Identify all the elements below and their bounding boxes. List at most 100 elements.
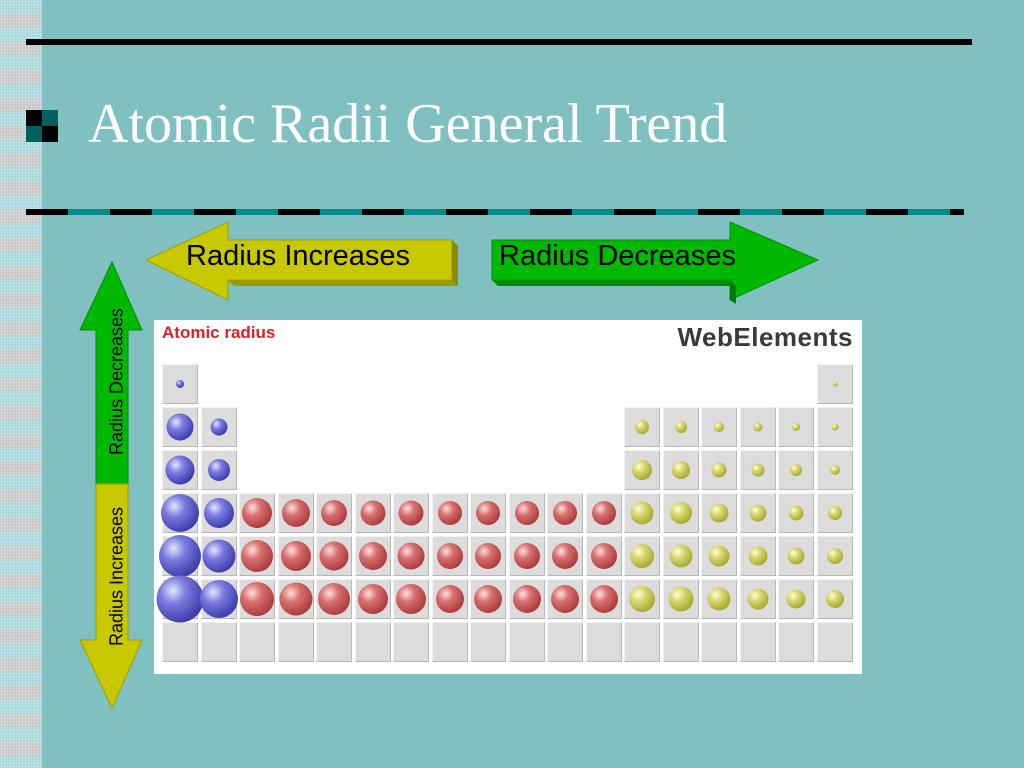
element-cell xyxy=(277,493,314,533)
element-cell xyxy=(624,407,660,447)
atom-sphere xyxy=(321,500,347,526)
atom-sphere xyxy=(668,586,693,612)
element-cell xyxy=(547,493,583,533)
atom-sphere xyxy=(831,423,838,431)
element-cell xyxy=(200,536,237,576)
atom-sphere xyxy=(166,413,194,441)
element-cell xyxy=(739,450,776,490)
atom-sphere xyxy=(513,543,540,569)
atom-sphere xyxy=(358,542,387,570)
atom-sphere xyxy=(748,546,767,566)
element-cell xyxy=(778,450,814,490)
atom-sphere xyxy=(159,535,201,577)
element-cell xyxy=(431,493,468,533)
atom-sphere xyxy=(714,422,724,432)
element-cell xyxy=(739,493,776,533)
element-cell xyxy=(200,622,237,662)
element-cell xyxy=(662,536,699,576)
down-arrow-label: Radius Increases xyxy=(106,506,127,647)
atom-sphere xyxy=(156,575,204,623)
element-cell xyxy=(778,536,814,576)
title-divider xyxy=(26,209,964,215)
element-cell xyxy=(354,622,391,662)
atom-sphere xyxy=(165,455,195,485)
element-cell xyxy=(585,493,622,533)
element-cell xyxy=(277,622,314,662)
atom-sphere xyxy=(711,462,727,478)
up-arrow-label: Radius Decreases xyxy=(106,307,127,456)
element-cell xyxy=(162,450,198,490)
table-heading: Atomic radius xyxy=(162,323,276,342)
element-cell xyxy=(662,493,699,533)
element-cell xyxy=(277,579,314,619)
element-cell xyxy=(470,536,506,576)
atom-sphere xyxy=(397,542,425,570)
element-cell xyxy=(701,450,737,490)
element-cell xyxy=(239,536,275,576)
element-cell xyxy=(739,407,776,447)
atom-sphere xyxy=(512,585,541,613)
atom-sphere xyxy=(632,460,652,480)
element-cell xyxy=(470,622,506,662)
element-cell xyxy=(739,622,776,662)
element-cell xyxy=(161,493,199,533)
element-cell xyxy=(816,536,853,576)
element-cell xyxy=(547,536,583,576)
element-cell xyxy=(662,579,699,619)
element-cell xyxy=(470,493,506,533)
element-cell xyxy=(701,407,737,447)
element-cell xyxy=(778,579,814,619)
atom-sphere xyxy=(203,498,234,528)
atom-sphere xyxy=(708,545,730,567)
right-arrow xyxy=(491,221,820,304)
left-arrow xyxy=(144,221,458,301)
atom-sphere xyxy=(281,499,310,527)
left-arrow-label: Radius Increases xyxy=(186,240,411,272)
element-cell xyxy=(354,579,391,619)
element-cell xyxy=(239,579,275,619)
element-cell xyxy=(162,364,198,404)
element-cell xyxy=(316,579,352,619)
element-cell xyxy=(624,622,660,662)
element-cell xyxy=(431,622,468,662)
element-cell xyxy=(470,579,506,619)
element-cell xyxy=(778,622,814,662)
atom-sphere xyxy=(635,420,649,434)
atom-sphere xyxy=(240,582,274,616)
atom-sphere xyxy=(396,584,426,614)
atom-sphere xyxy=(475,543,501,569)
atom-sphere xyxy=(832,381,837,387)
element-cell xyxy=(354,536,391,576)
atom-sphere xyxy=(474,585,502,613)
element-cell xyxy=(393,493,429,533)
atom-sphere xyxy=(751,463,764,477)
square-bullet-icon xyxy=(26,110,58,142)
element-cell xyxy=(662,622,699,662)
element-cell xyxy=(316,493,352,533)
atom-sphere xyxy=(318,583,350,615)
element-cell xyxy=(200,493,237,533)
atom-sphere xyxy=(210,418,227,436)
slide-title: Atomic Radii General Trend xyxy=(88,93,728,155)
up-arrow-shape xyxy=(79,260,143,485)
atom-sphere xyxy=(551,585,579,613)
element-cell xyxy=(508,622,545,662)
element-cell xyxy=(816,407,853,447)
element-cell xyxy=(316,536,352,576)
element-cell xyxy=(816,579,853,619)
element-cell xyxy=(816,364,853,404)
atom-sphere xyxy=(786,589,806,609)
element-cell xyxy=(547,622,583,662)
element-cell xyxy=(393,536,429,576)
element-cell xyxy=(393,622,429,662)
atom-sphere xyxy=(630,501,654,525)
element-cell xyxy=(701,493,737,533)
atom-sphere xyxy=(788,505,804,521)
element-cell xyxy=(624,536,660,576)
element-cell xyxy=(816,450,853,490)
atom-sphere xyxy=(202,539,235,573)
atom-sphere xyxy=(629,586,655,612)
element-cell xyxy=(778,493,814,533)
element-cell xyxy=(816,493,853,533)
top-divider xyxy=(26,39,972,45)
